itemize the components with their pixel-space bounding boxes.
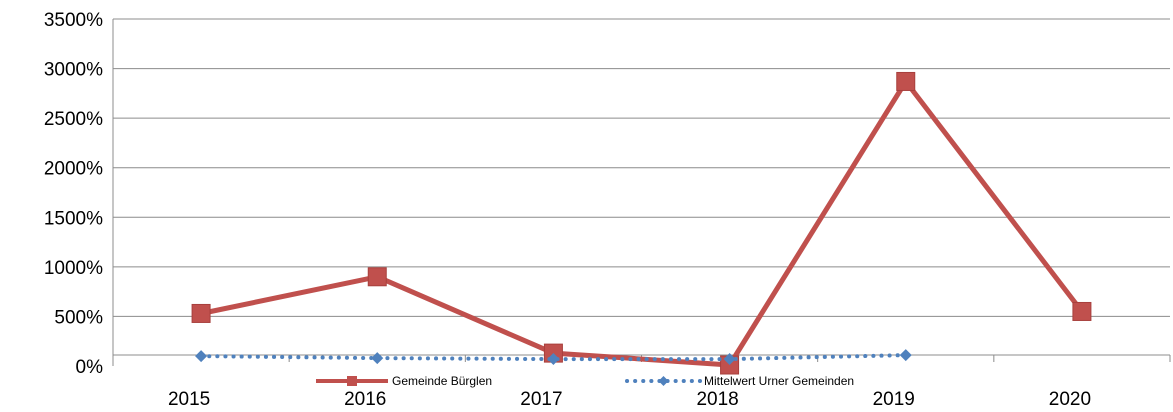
data-point [723, 353, 736, 366]
data-point [195, 350, 208, 363]
x-tick-label: 2015 [168, 389, 210, 410]
data-point [896, 71, 916, 91]
series-group [191, 71, 1092, 375]
y-tick-label: 3000% [44, 60, 103, 81]
x-tick-label: 2017 [520, 389, 562, 410]
y-axis-ticks: 0% 500% 1000% 1500% 2000% 2500% 3000% 3500% [44, 10, 103, 378]
gridlines [113, 18, 1170, 317]
series-line [200, 79, 1084, 368]
legend-item: Mittelwert Urner Gemeinden [625, 374, 854, 388]
y-tick-label: 3500% [44, 10, 103, 31]
data-point [547, 353, 560, 366]
legend-swatch-marker [658, 376, 669, 386]
y-tick-label: 1000% [44, 258, 103, 279]
x-tick-label: 2019 [873, 389, 915, 410]
data-point [371, 352, 384, 365]
legend-label: Gemeinde Bürglen [392, 374, 492, 388]
y-tick-label: 500% [54, 307, 103, 328]
y-tick-label: 2000% [44, 159, 103, 180]
axes [112, 19, 1171, 366]
data-point [899, 349, 912, 362]
legend: Gemeinde Bürglen Mittelwert Urner Gemeind… [316, 374, 854, 388]
legend-item: Gemeinde Bürglen [316, 374, 492, 388]
x-tick-label: 2018 [696, 389, 738, 410]
legend-swatch-marker [347, 376, 357, 386]
legend-label: Mittelwert Urner Gemeinden [704, 374, 854, 388]
data-point [191, 303, 211, 323]
data-point [1072, 301, 1092, 321]
y-tick-label: 0% [76, 357, 104, 378]
data-point [367, 267, 387, 287]
series-2 [195, 349, 912, 366]
y-tick-label: 2500% [44, 109, 103, 130]
x-tick-label: 2020 [1049, 389, 1091, 410]
y-tick-label: 1500% [44, 208, 103, 229]
x-tick-label: 2016 [344, 389, 386, 410]
x-axis-ticks: 2015 2016 2017 2018 2019 2020 [168, 389, 1091, 410]
